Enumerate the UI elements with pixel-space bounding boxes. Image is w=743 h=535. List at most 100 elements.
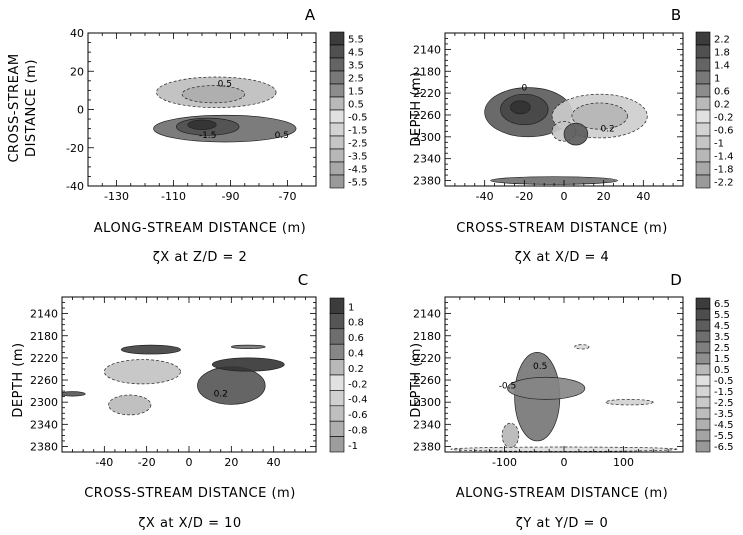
colorbar-label: -0.8 xyxy=(348,426,368,437)
y-tick-label: 2140 xyxy=(413,43,441,56)
colorbar-label: -1 xyxy=(348,441,358,452)
colorbar-cell xyxy=(329,96,345,111)
y-tick-label: 2300 xyxy=(413,131,441,144)
x-tick-label: 40 xyxy=(267,456,281,469)
colorbar-cell xyxy=(329,57,345,72)
x-tick-label: 100 xyxy=(613,456,634,469)
y-tick-label: 2180 xyxy=(413,65,441,78)
colorbar-label: 0.5 xyxy=(348,99,364,110)
colorbar-cell xyxy=(329,420,345,437)
colorbar-cell xyxy=(695,174,711,189)
colorbar-cell xyxy=(329,405,345,422)
x-axis-label: CROSS-STREAM DISTANCE (m) xyxy=(84,486,296,501)
y-tick-label: 40 xyxy=(70,27,84,40)
colorbar: 6.55.54.53.52.51.50.5-0.5-1.5-2.5-3.5-4.… xyxy=(695,297,734,453)
colorbar-label: -5.5 xyxy=(348,177,368,188)
contour-region-7 xyxy=(563,122,589,146)
y-tick-label: -40 xyxy=(66,180,84,193)
colorbar-label: 0.6 xyxy=(714,86,730,97)
panel-c: 0.2 -40 -20 0 20 40 2140 2180 2220 2260 2300 2340 23… xyxy=(11,271,368,531)
x-tick-label: -70 xyxy=(279,190,297,203)
contour-label: -1.5 xyxy=(199,131,217,141)
colorbar-cell xyxy=(695,385,711,398)
y-tick-label: 2380 xyxy=(413,175,441,188)
colorbar-cell xyxy=(329,436,345,453)
colorbar-cell xyxy=(695,418,711,431)
contour-label: 0.5 xyxy=(218,80,232,90)
y-tick-label: 2180 xyxy=(30,330,58,343)
contour-field xyxy=(62,344,285,416)
y-tick-label: 2260 xyxy=(413,109,441,122)
x-tick-label: -90 xyxy=(222,190,240,203)
colorbar-cell xyxy=(329,31,345,46)
colorbar-label: -1.5 xyxy=(348,125,368,136)
colorbar-label: 1.4 xyxy=(714,60,730,71)
colorbar-label: 2.5 xyxy=(714,343,730,354)
x-tick-label: -40 xyxy=(95,456,113,469)
contour-region-5 xyxy=(605,399,654,406)
colorbar-cell xyxy=(695,31,711,46)
colorbar-cell xyxy=(695,135,711,150)
colorbar-cell xyxy=(695,308,711,321)
colorbar-label: -6.5 xyxy=(714,442,734,453)
colorbar-cell xyxy=(695,396,711,409)
x-tick-label: 0 xyxy=(561,190,568,203)
y-tick-label: 0 xyxy=(77,104,84,117)
colorbar: 2.2 1.8 1.4 1 0.6 0.2 -0.2 -0.6 -1 -1.4 -1.8 -2.2 xyxy=(695,31,734,189)
contour-region-2 xyxy=(181,85,246,104)
colorbar-cell xyxy=(695,44,711,59)
y-tick-label: 2220 xyxy=(413,352,441,365)
contour-label: 0.2 xyxy=(214,390,228,400)
colorbar-cell xyxy=(695,352,711,365)
colorbar-cell xyxy=(695,374,711,387)
panel-label: A xyxy=(305,6,316,24)
colorbar-cell xyxy=(329,161,345,176)
contour-region-3 xyxy=(197,366,266,405)
contour-region-5 xyxy=(187,119,217,130)
y-tick-label: 20 xyxy=(70,65,84,78)
y-tick-label: 2380 xyxy=(30,440,58,453)
colorbar-label: 1 xyxy=(714,73,720,84)
y-tick-label: 2300 xyxy=(413,396,441,409)
colorbar-label: 5.5 xyxy=(714,310,730,321)
contour-field xyxy=(484,87,648,185)
y-tick-label: 2140 xyxy=(413,308,441,321)
colorbar-label: 0.6 xyxy=(348,333,364,344)
x-tick-label: -20 xyxy=(515,190,533,203)
contour-region-4 xyxy=(574,344,590,350)
colorbar-cell xyxy=(695,109,711,124)
colorbar-label: -0.6 xyxy=(714,125,734,136)
colorbar-label: 2.5 xyxy=(348,73,364,84)
x-tick-label: 20 xyxy=(597,190,611,203)
panel-label: B xyxy=(671,6,681,24)
x-axis-label: ALONG-STREAM DISTANCE (m) xyxy=(94,221,306,236)
colorbar-cell xyxy=(329,328,345,345)
colorbar-label: -1 xyxy=(714,138,724,149)
panel-caption: ζX at Z/D = 2 xyxy=(153,250,248,265)
colorbar-cell xyxy=(329,135,345,150)
y-tick-label: 2220 xyxy=(30,352,58,365)
panel-a: 0.5 -1.5 0.5 -130 -110 -90 -70 -40 -20 0 20 40 A ALON… xyxy=(7,6,368,265)
colorbar-label: -1.8 xyxy=(714,164,734,175)
y-axis-label: CROSS-STREAM DISTANCE (m) xyxy=(7,53,39,162)
colorbar-cell xyxy=(329,44,345,59)
colorbar-label: -0.2 xyxy=(348,379,368,390)
y-tick-label: 2260 xyxy=(413,374,441,387)
x-tick-label: 40 xyxy=(636,190,650,203)
plot-frame xyxy=(87,32,317,187)
contour-field xyxy=(153,76,297,143)
colorbar-cell xyxy=(695,429,711,442)
y-axis-label: DEPTH (m) xyxy=(11,342,26,417)
panel-label: C xyxy=(298,271,308,289)
panel-b: 0 0.2 -40 -20 0 20 40 2140 2180 2220 2260 2300 2340 2… xyxy=(409,6,734,265)
colorbar-cell xyxy=(695,363,711,376)
colorbar-cell xyxy=(695,70,711,85)
colorbar: 1 0.8 0.6 0.4 0.2 -0.2 -0.4 -0.6 -0.8 -1 xyxy=(329,297,368,453)
colorbar-label: -4.5 xyxy=(348,164,368,175)
colorbar-cell xyxy=(329,343,345,360)
colorbar-label: 4.5 xyxy=(348,47,364,58)
colorbar-label: 3.5 xyxy=(348,60,364,71)
x-tick-label: -100 xyxy=(492,456,517,469)
colorbar-label: -0.4 xyxy=(348,395,368,406)
